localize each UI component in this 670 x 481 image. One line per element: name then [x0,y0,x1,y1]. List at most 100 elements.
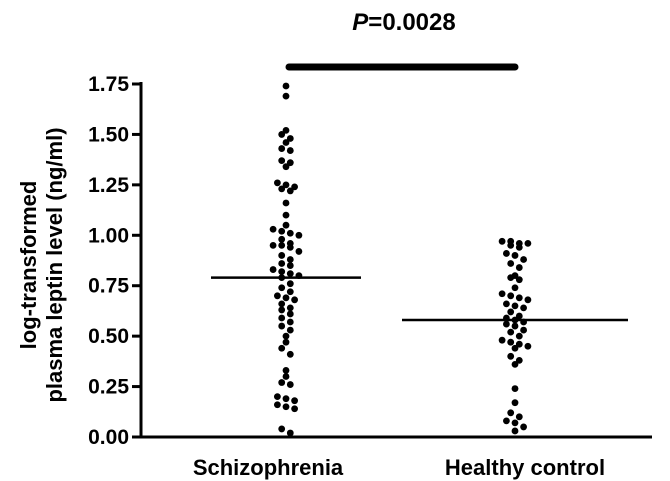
data-point [520,304,527,312]
y-tick-label: 0.75 [88,275,129,298]
data-point [278,322,286,330]
data-point [520,423,527,431]
data-point [286,243,294,251]
data-point [278,185,286,193]
y-tick-label: 1.75 [88,73,129,96]
data-point [507,328,515,336]
data-point [498,290,506,298]
data-point [507,274,515,282]
data-point [282,211,290,219]
data-point [515,312,523,320]
data-point [291,183,298,191]
data-point [291,397,298,405]
data-point [520,256,527,263]
data-point [286,147,294,154]
y-tick-label: 0.50 [88,325,129,348]
data-point [278,268,286,275]
data-point [498,237,506,245]
data-point [282,332,290,340]
data-point [269,241,277,249]
data-point [524,239,532,247]
data-point [515,264,523,271]
data-point [515,332,523,340]
data-point [286,326,294,334]
data-point [278,227,286,235]
data-point [511,419,519,427]
y-tick-label: 1.50 [88,123,129,146]
data-point [278,235,286,243]
data-point [282,92,290,100]
p-value-number: =0.0028 [368,9,455,36]
data-point [503,320,510,328]
data-point [286,262,294,269]
data-point [511,427,519,435]
y-tick-label: 1.00 [88,224,129,247]
category-label: Schizophrenia [193,455,344,480]
data-point [295,231,303,239]
data-point [278,284,286,292]
y-tick-label: 0.00 [88,426,129,449]
data-point [511,360,519,368]
data-point [278,306,286,314]
axes [139,82,652,439]
data-point [515,413,523,421]
data-point [511,344,519,352]
data-point [286,288,294,296]
data-point [278,241,286,249]
data-point [507,338,515,346]
data-point [278,300,286,308]
data-point [274,401,281,409]
data-point [274,393,281,401]
data-point [286,280,294,288]
data-point [286,310,294,318]
data-point [286,318,294,326]
data-point [524,296,532,304]
data-point [515,243,523,251]
data-point [503,417,510,425]
data-point [498,336,506,344]
data-point [507,409,515,417]
y-axis-ticks: 0.00 0.25 0.50 0.75 1.00 1.25 1.50 1.75 [88,73,141,449]
data-point [291,296,298,304]
y-tick-label: 0.25 [88,376,129,399]
data-point [282,403,290,411]
y-axis-title: log-transformed plasma leptin level (ng/… [16,127,67,402]
data-point [515,356,523,364]
data-point [295,248,303,255]
data-point [278,314,286,322]
data-point [511,252,519,259]
category-label: Healthy control [445,455,605,480]
data-point [274,292,281,300]
data-point [282,181,290,189]
data-point [511,284,519,292]
data-point [507,292,515,300]
data-point [507,260,515,267]
data-point [507,308,515,316]
data-point [282,126,290,134]
data-point [520,326,527,334]
data-point [282,373,290,380]
data-point [511,302,519,310]
data-point [511,322,519,330]
y-axis-title-line-2: plasma leptin level (ng/ml) [42,127,67,402]
data-point [282,338,290,346]
data-point [278,260,286,267]
data-point [515,294,523,302]
data-point [282,367,290,374]
data-point [286,304,294,312]
data-point [282,199,290,207]
data-point [503,300,510,308]
data-point [286,256,294,263]
data-point [282,163,290,171]
p-symbol: P [352,9,369,36]
data-point [269,225,277,233]
data-point [507,241,515,249]
data-point [286,270,294,278]
data-point [507,352,515,360]
data-point [274,179,281,187]
data-point [286,350,294,358]
data-point [286,159,294,167]
significance-annotation: P=0.0028 [285,9,519,71]
data-point [515,276,523,284]
